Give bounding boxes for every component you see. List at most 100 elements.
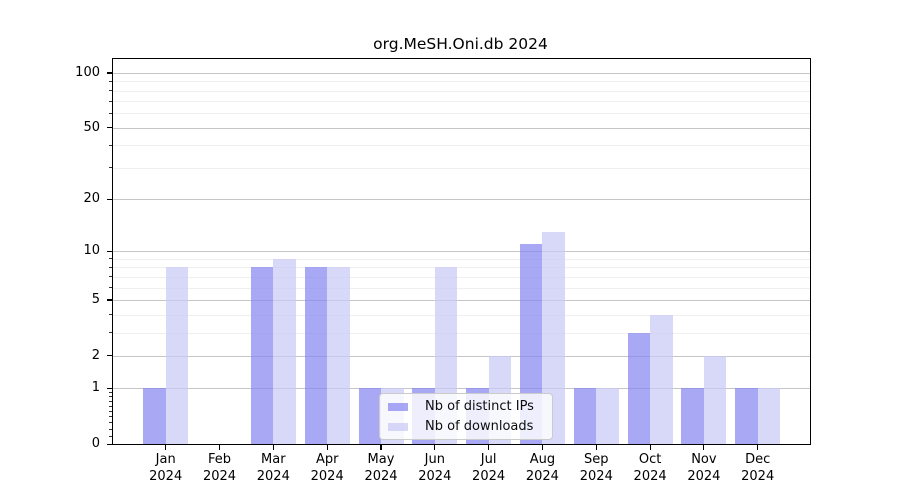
y-minor-tick-0.9 <box>109 391 112 393</box>
gridline-y-7 <box>113 276 810 278</box>
gridline-y-6 <box>113 287 810 289</box>
x-tick-year: 2024 <box>310 468 344 484</box>
x-tick-month: Jul <box>480 452 497 467</box>
y-minor-tick-70 <box>109 100 112 102</box>
y-minor-tick-80 <box>109 90 112 92</box>
y-tick-10 <box>106 250 113 252</box>
x-tick-dec <box>757 445 759 450</box>
y-minor-tick-0.7 <box>109 400 112 402</box>
bar-sep-downloads <box>596 388 619 444</box>
x-tick-label-dec: Dec 2024 <box>726 452 790 485</box>
bar-jan-downloads <box>165 267 189 444</box>
y-tick-label-20: 20 <box>83 191 100 207</box>
bar-dec-downloads <box>757 388 781 444</box>
x-tick-label-jun: Jun 2024 <box>403 452 467 485</box>
x-tick-label-oct: Oct 2024 <box>618 452 682 485</box>
y-tick-2 <box>106 355 113 357</box>
y-minor-tick-90 <box>109 80 112 82</box>
gridline-y-9 <box>113 258 810 260</box>
x-tick-feb <box>218 445 221 450</box>
gridline-y-70 <box>113 101 810 103</box>
x-tick-nov <box>703 445 705 450</box>
y-minor-tick-0.8 <box>109 396 112 398</box>
x-tick-jun <box>434 445 436 450</box>
gridline-y-90 <box>113 81 810 83</box>
x-tick-year: 2024 <box>149 468 183 484</box>
x-tick-year: 2024 <box>525 468 559 484</box>
x-tick-label-jul: Jul 2024 <box>457 452 521 485</box>
y-minor-tick-0.6 <box>109 405 112 407</box>
x-tick-mar <box>272 445 274 450</box>
x-tick-oct <box>649 445 651 450</box>
bar-oct-distinct-ips <box>627 332 651 444</box>
y-minor-tick-0.2 <box>109 428 112 430</box>
x-tick-jan <box>165 445 167 450</box>
chart-title: org.MeSH.Oni.db 2024 <box>373 35 548 53</box>
x-tick-sep <box>595 445 597 450</box>
y-tick-label-5: 5 <box>91 291 100 307</box>
y-tick-100 <box>106 72 113 74</box>
y-tick-5 <box>106 299 113 301</box>
x-tick-apr <box>326 445 328 450</box>
bar-jan-distinct-ips <box>143 388 166 444</box>
y-tick-1 <box>106 387 113 389</box>
legend-item-distinct-ips: Nb of distinct IPs <box>380 399 552 415</box>
x-tick-month: Feb <box>207 452 232 467</box>
y-tick-label-2: 2 <box>91 347 100 363</box>
x-tick-month: Jan <box>155 452 176 467</box>
legend-label-distinct-ips: Nb of distinct IPs <box>425 399 534 414</box>
bar-mar-distinct-ips <box>250 267 274 444</box>
x-tick-year: 2024 <box>202 468 237 484</box>
bar-mar-downloads <box>273 258 296 444</box>
legend-swatch-downloads <box>388 422 408 431</box>
y-minor-tick-8 <box>109 266 112 268</box>
bar-may-distinct-ips <box>358 388 381 444</box>
x-tick-month: Oct <box>638 452 662 467</box>
bar-oct-downloads <box>650 314 673 444</box>
x-tick-month: Nov <box>691 452 717 467</box>
y-minor-tick-9 <box>109 258 112 260</box>
x-tick-year: 2024 <box>256 468 290 484</box>
y-minor-tick-0.4 <box>109 416 112 418</box>
y-tick-20 <box>106 198 113 200</box>
legend-swatch-distinct-ips <box>388 402 408 411</box>
gridline-y-2 <box>113 355 810 357</box>
x-tick-year: 2024 <box>418 468 452 484</box>
y-tick-label-100: 100 <box>75 64 100 80</box>
bar-nov-downloads <box>703 355 727 444</box>
y-tick-label-10: 10 <box>83 243 100 259</box>
y-minor-tick-3 <box>109 332 112 333</box>
x-tick-year: 2024 <box>633 468 667 484</box>
gridline-y-100 <box>113 72 810 74</box>
legend-label-downloads: Nb of downloads <box>425 419 534 434</box>
bar-apr-distinct-ips <box>304 267 328 444</box>
gridline-y-4 <box>113 314 810 316</box>
bar-dec-distinct-ips <box>735 388 758 444</box>
bar-sep-distinct-ips <box>573 388 597 444</box>
x-tick-aug <box>541 445 543 450</box>
x-tick-year: 2024 <box>687 468 721 484</box>
gridline-y-60 <box>113 113 810 115</box>
x-tick-year: 2024 <box>579 468 613 484</box>
y-tick-label-1: 1 <box>91 380 100 396</box>
y-minor-tick-0.3 <box>109 422 112 424</box>
legend: Nb of distinct IPs Nb of downloads <box>379 393 553 440</box>
x-tick-month: Jun <box>424 452 445 467</box>
y-tick-0 <box>106 443 113 445</box>
x-tick-label-sep: Sep 2024 <box>564 452 628 485</box>
gridline-y-5 <box>113 299 810 301</box>
gridline-y-20 <box>113 199 810 201</box>
gridline-y-40 <box>113 145 810 147</box>
x-tick-label-may: May 2024 <box>349 452 413 485</box>
x-tick-month: Mar <box>261 452 286 467</box>
y-minor-tick-60 <box>109 112 112 114</box>
gridline-y-1 <box>113 388 810 390</box>
gridline-y-10 <box>113 251 810 253</box>
x-tick-label-jan: Jan 2024 <box>134 452 198 485</box>
y-tick-50 <box>106 127 113 129</box>
y-minor-tick-4 <box>109 314 112 316</box>
gridline-y-30 <box>113 167 810 169</box>
plot-area: Nb of distinct IPs Nb of downloads <box>112 58 811 445</box>
x-tick-may <box>380 445 382 450</box>
